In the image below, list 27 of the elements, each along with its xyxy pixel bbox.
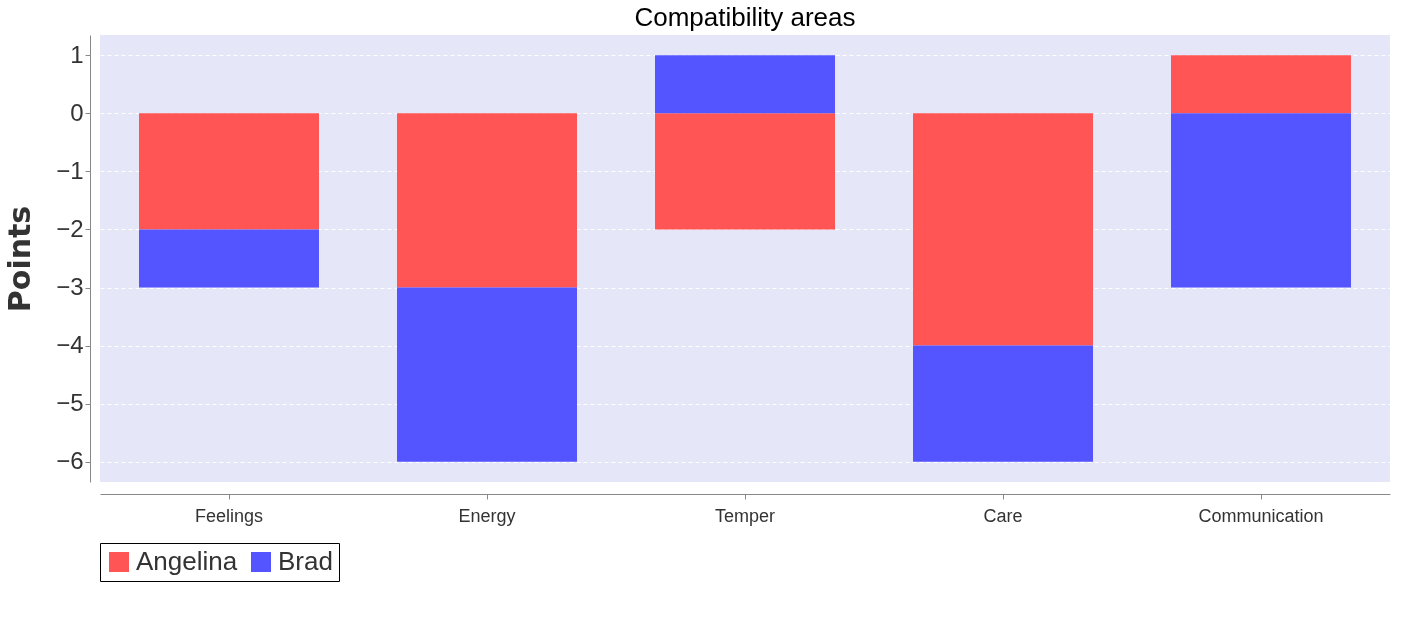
- chart-title: Compatibility areas: [634, 2, 856, 32]
- y-tick-label: −3: [56, 273, 84, 301]
- bar: [139, 229, 319, 288]
- x-tick-label: Communication: [1198, 505, 1324, 526]
- bar: [655, 55, 835, 114]
- bar: [1171, 55, 1351, 114]
- bar: [655, 113, 835, 230]
- x-tick-label: Care: [983, 505, 1023, 526]
- x-tick-label: Energy: [458, 505, 516, 526]
- bar: [397, 113, 577, 288]
- y-tick-label: −4: [56, 331, 84, 359]
- legend-label: Angelina: [136, 546, 238, 576]
- y-tick-label: 1: [70, 40, 84, 68]
- y-tick-label: −6: [56, 447, 84, 475]
- bar: [1171, 113, 1351, 288]
- bar: [139, 113, 319, 230]
- y-tick-label: −1: [56, 156, 84, 184]
- x-tick-label: Temper: [714, 505, 776, 526]
- x-tick-label: Feelings: [194, 505, 264, 526]
- y-tick-label: 0: [70, 98, 84, 126]
- bar: [913, 113, 1093, 346]
- bar: [913, 345, 1093, 462]
- legend-label: Brad: [278, 546, 333, 576]
- y-tick-label: −5: [56, 389, 84, 417]
- y-tick-label: −2: [56, 214, 84, 242]
- y-axis-title: Points: [2, 205, 38, 313]
- bar: [397, 287, 577, 462]
